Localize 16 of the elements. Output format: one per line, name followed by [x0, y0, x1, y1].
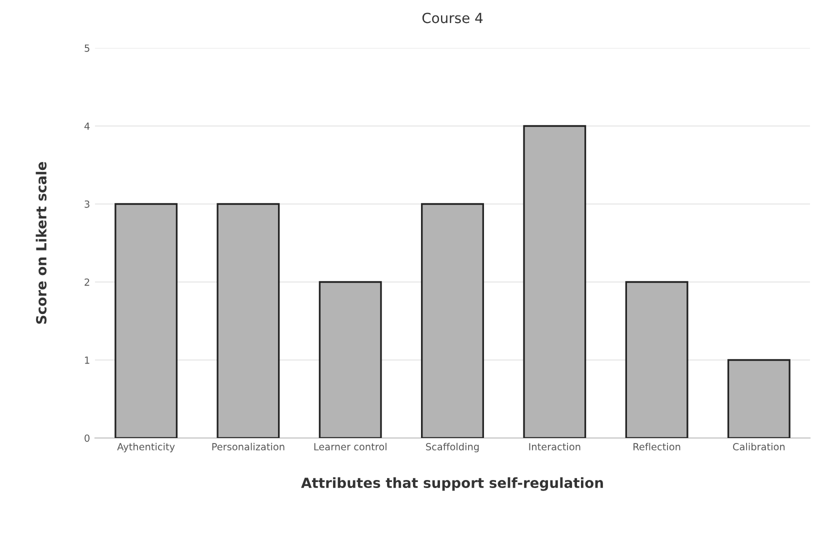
y-tick-label: 4 — [84, 122, 90, 130]
y-axis-title: Score on Likert scale — [36, 162, 47, 324]
x-tick-label: Scaffolding — [426, 442, 479, 452]
chart-title: Course 4 — [422, 12, 483, 24]
x-tick-label: Interaction — [529, 442, 580, 450]
y-tick-label: 0 — [84, 434, 90, 442]
x-tick-label: Reflection — [634, 442, 680, 450]
x-tick-label: Calibration — [733, 442, 785, 450]
y-tick-label: 3 — [84, 200, 90, 208]
x-tick-label: Learner control — [314, 442, 386, 450]
y-tick-label: 2 — [84, 278, 90, 286]
x-tick-label: Aythenticity — [117, 442, 175, 452]
y-tick-label: 1 — [85, 356, 90, 364]
x-axis-title: Attributes that support self-regulation — [301, 477, 603, 491]
y-tick-label: 5 — [84, 44, 90, 52]
x-tick-label: Personalization — [212, 442, 284, 450]
